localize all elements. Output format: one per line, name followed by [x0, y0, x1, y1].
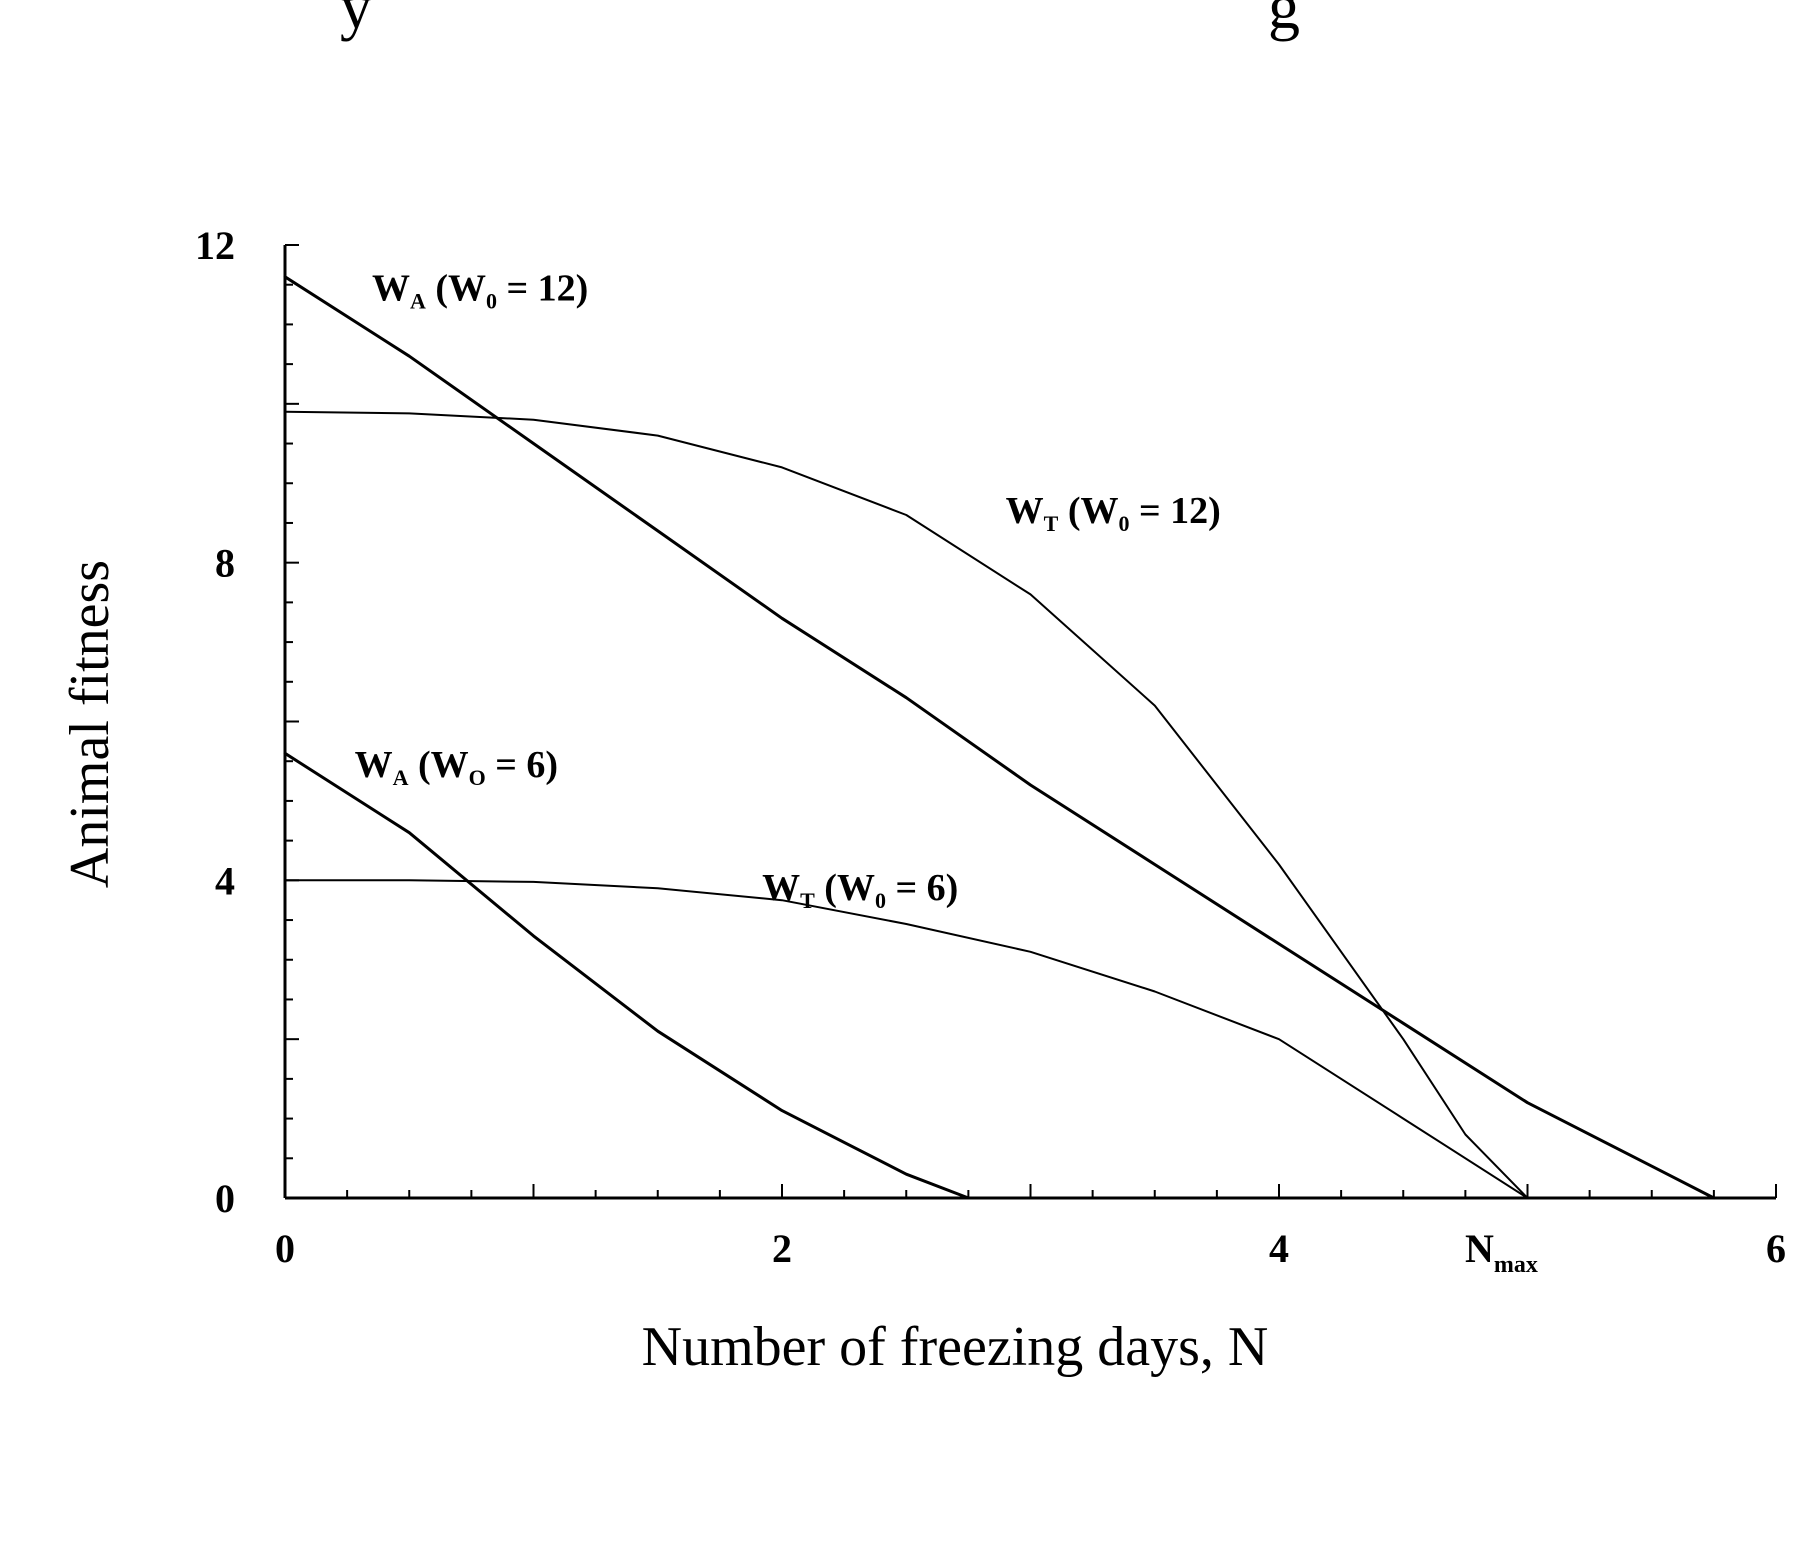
- label-text: = 12): [1129, 490, 1220, 532]
- label-text: (W: [426, 268, 486, 310]
- label-text: (W: [408, 744, 468, 786]
- x-axis-title: Number of freezing days, N: [642, 1316, 1269, 1378]
- series-line-2: [284, 410, 1529, 1199]
- label-text: = 6): [886, 867, 958, 909]
- series-labels: WA (W0 = 12)WT (W0 = 12)WA (WO = 6)WT (W…: [355, 268, 1221, 914]
- series-label-4: WT (W0 = 6): [762, 867, 958, 913]
- series-line-4: [284, 879, 1529, 1199]
- series-line-1: [283, 275, 1716, 1200]
- label-text: (W: [815, 867, 875, 909]
- series-label-1: WA (W0 = 12): [372, 268, 588, 314]
- tick-labels: 0 2 4 6 0 4 8 12: [195, 223, 1786, 1271]
- label-subscript: 0: [486, 289, 497, 314]
- label-text: W: [1006, 490, 1044, 532]
- label-text: (W: [1058, 490, 1118, 532]
- label-subscript: O: [469, 765, 486, 790]
- label-subscript: 0: [875, 888, 886, 913]
- series-label-2: WT (W0 = 12): [1006, 490, 1221, 536]
- nmax-annotation: Nmax: [1465, 1226, 1538, 1278]
- x-tick-label: 0: [275, 1226, 295, 1271]
- label-text: = 6): [486, 744, 558, 786]
- label-subscript: A: [393, 765, 409, 790]
- label-text: = 12): [497, 268, 588, 310]
- label-text: W: [355, 744, 393, 786]
- y-tick-label: 8: [215, 541, 235, 586]
- x-tick-label: 2: [772, 1226, 792, 1271]
- y-tick-label: 4: [215, 858, 235, 903]
- axes: [283, 245, 1776, 1200]
- x-tick-label: 4: [1269, 1226, 1289, 1271]
- nmax-main: N: [1465, 1226, 1494, 1271]
- label-text: W: [762, 867, 800, 909]
- y-tick-label: 0: [215, 1176, 235, 1221]
- nmax-sub: max: [1494, 1252, 1538, 1278]
- y-tick-label: 12: [195, 223, 235, 268]
- x-tick-label: 6: [1766, 1226, 1786, 1271]
- label-subscript: 0: [1118, 511, 1129, 536]
- cropped-top-text: y g: [340, 0, 1300, 42]
- series-line-3: [283, 751, 970, 1200]
- ticks: [284, 244, 1777, 1199]
- label-subscript: T: [1044, 511, 1059, 536]
- y-axis-title: Animal fitness: [59, 560, 121, 888]
- series-group: [283, 275, 1716, 1200]
- series-label-3: WA (WO = 6): [355, 744, 558, 790]
- label-subscript: T: [800, 888, 815, 913]
- label-text: W: [372, 268, 410, 310]
- label-subscript: A: [410, 289, 426, 314]
